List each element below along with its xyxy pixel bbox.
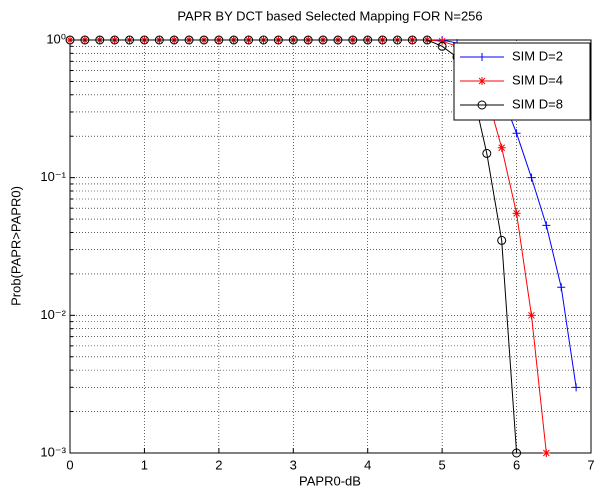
marker [477,100,487,110]
marker [318,35,328,45]
marker [572,383,581,392]
x-tick-label: 6 [513,457,520,472]
x-tick-label: 0 [66,457,73,472]
marker [184,35,194,45]
marker [512,209,521,218]
legend-label: SIM D=8 [512,96,563,111]
marker [154,35,164,45]
marker [199,35,209,45]
marker [478,53,486,61]
x-tick-label: 5 [439,457,446,472]
marker [497,143,506,152]
x-tick-label: 1 [141,457,148,472]
legend-label: SIM D=4 [512,72,563,87]
marker [80,35,90,45]
marker [392,35,402,45]
y-axis-label: Prob(PAPR>PAPR0) [8,186,23,306]
marker [169,35,179,45]
marker [363,35,373,45]
marker [527,311,536,320]
y-tick-label: 10⁰ [46,31,66,46]
marker [125,35,135,45]
marker [512,448,522,458]
marker [482,148,492,158]
marker [542,449,551,457]
marker [438,37,447,46]
marker [229,35,239,45]
marker [378,35,388,45]
marker [542,221,551,230]
marker [497,235,507,245]
series-line [70,39,518,454]
marker [110,35,120,45]
x-tick-label: 4 [364,457,371,472]
x-tick-label: 2 [215,457,222,472]
marker [288,35,298,45]
y-tick-label: 10⁻³ [40,444,66,459]
marker [95,35,105,45]
marker [348,35,358,45]
y-tick-label: 10⁻¹ [40,169,66,184]
legend-label: SIM D=2 [512,48,563,63]
marker [303,35,313,45]
marker [422,35,432,45]
marker [437,41,447,51]
marker [478,77,486,85]
y-tick-label: 10⁻² [40,307,66,322]
x-tick-label: 3 [290,457,297,472]
marker [407,35,417,45]
marker [139,35,149,45]
marker [527,173,536,182]
marker [259,35,269,45]
marker [557,283,566,292]
marker [65,35,75,45]
legend-box [453,42,591,121]
chart-title: PAPR BY DCT based Selected Mapping FOR N… [177,8,482,23]
x-tick-label: 7 [587,457,594,472]
marker [333,35,343,45]
marker [512,129,521,138]
marker [244,35,254,45]
marker [273,35,283,45]
marker [214,35,224,45]
x-axis-label: PAPR0-dB [299,473,361,488]
